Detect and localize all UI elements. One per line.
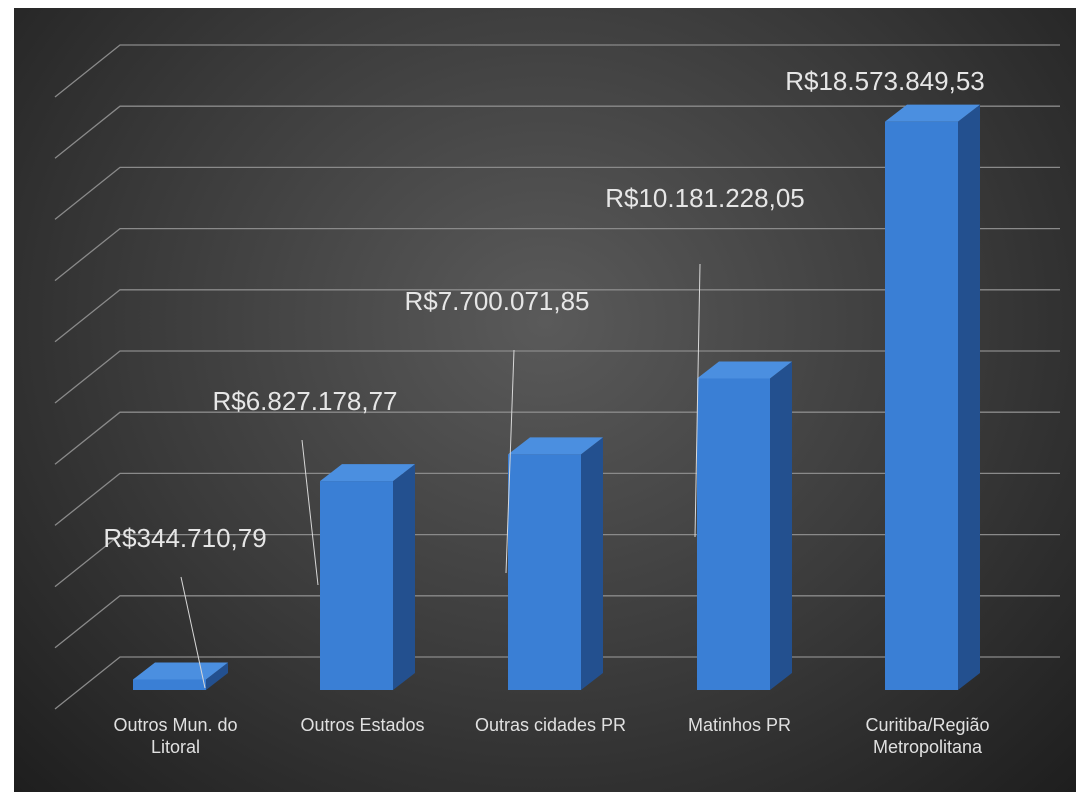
grid-line (54, 227, 1060, 282)
leader-line (301, 439, 319, 586)
bar-top (508, 437, 603, 455)
leader-line (505, 349, 515, 574)
data-label: R$6.827.178,77 (212, 386, 397, 416)
bar-top (133, 662, 228, 680)
data-label: R$344.710,79 (103, 523, 266, 553)
bar (133, 679, 206, 690)
bar-side (206, 662, 228, 690)
bar-side (581, 437, 603, 690)
bar (508, 454, 581, 690)
grid-line (54, 289, 1060, 343)
bar (697, 378, 770, 690)
chart: R$344.710,79 R$6.827.178,77 R$7.700.071,85… (54, 44, 1060, 710)
bar-top (320, 464, 415, 482)
bar-side (393, 464, 415, 690)
x-tick-label: Matinhos PR (687, 715, 792, 735)
bar-side (770, 361, 792, 690)
x-tick-label: Outros Mun. do Litoral (113, 715, 238, 757)
x-tick-label: Outras cidades PR (474, 715, 627, 735)
chart-area: R$344.710,79 R$6.827.178,77 R$7.700.071,85… (14, 8, 1076, 792)
bar-top (885, 104, 980, 122)
bar-side (958, 104, 980, 691)
x-tick-label: Outros Estados (300, 715, 425, 735)
grid-line (54, 105, 1060, 159)
data-label: R$7.700.071,85 (404, 286, 589, 316)
leader-line (180, 576, 206, 689)
bar (320, 481, 393, 690)
data-label: R$18.573.849,53 (785, 66, 985, 96)
grid-line (54, 166, 1060, 220)
bar (885, 121, 958, 691)
grid-line (54, 44, 1060, 98)
grid-line (54, 350, 1060, 404)
bar-top (697, 361, 792, 379)
leader-line (694, 263, 701, 538)
x-tick-label: Curitiba/Região Metropolitana (865, 715, 990, 757)
data-label: R$10.181.228,05 (605, 183, 805, 213)
